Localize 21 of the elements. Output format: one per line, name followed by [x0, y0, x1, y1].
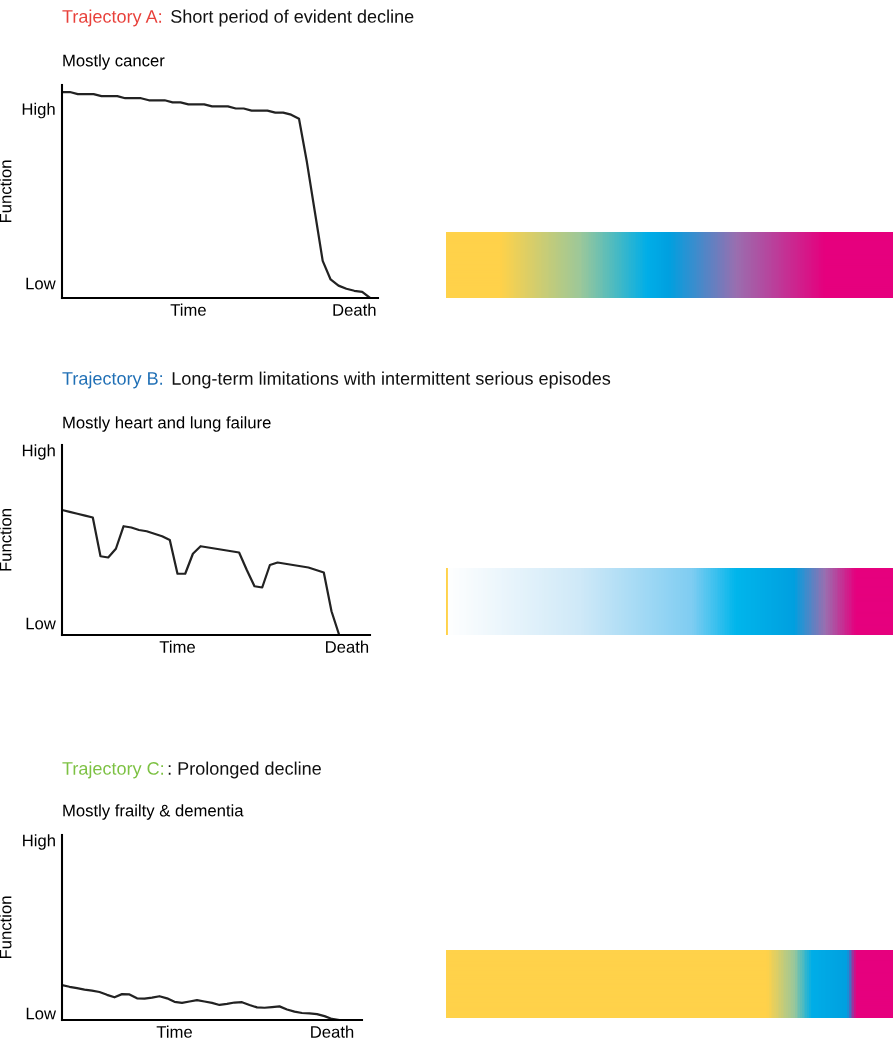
x-tick-label: Death: [311, 1025, 354, 1038]
text: Low: [26, 277, 56, 290]
x-tick-label: Time: [156, 1025, 192, 1038]
text: High: [22, 102, 55, 119]
text: Low: [26, 617, 56, 630]
chart-title: Trajectory C:: Prolonged decline: [62, 761, 321, 779]
x-tick-label: Time: [159, 640, 195, 653]
x-tick-label: Time: [170, 303, 206, 316]
text: High: [23, 834, 55, 850]
y-axis-title: Function: [0, 160, 12, 223]
text: Low: [26, 1007, 57, 1020]
chart-title: Trajectory B: Long-term limitations with intermittent serious episodes: [62, 371, 611, 389]
chart-title: Trajectory A: Short period of evident decline: [62, 9, 414, 27]
text: High: [22, 444, 55, 460]
chart-subtitle: Mostly frailty & dementia: [63, 804, 244, 820]
y-axis-title: Function: [0, 896, 12, 959]
chart-subtitle: Mostly heart and lung failure: [63, 416, 271, 432]
x-tick-label: Death: [333, 303, 376, 316]
y-axis-title: Function: [0, 509, 12, 571]
x-tick-label: Death: [326, 640, 369, 653]
chart-subtitle: Mostly cancer: [63, 54, 165, 70]
